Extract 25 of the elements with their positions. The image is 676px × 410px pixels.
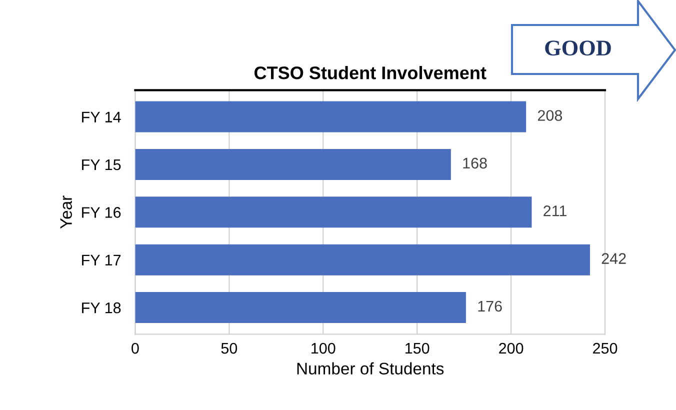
x-tick-label: 200 bbox=[499, 342, 524, 354]
bar bbox=[135, 148, 451, 180]
bar bbox=[135, 244, 590, 276]
x-tick-label: 50 bbox=[221, 342, 238, 354]
bar bbox=[135, 101, 526, 132]
y-tick-label: FY 17 bbox=[82, 254, 121, 266]
x-axis-title: Number of Students bbox=[297, 362, 444, 375]
y-tick-label: FY 18 bbox=[82, 302, 121, 314]
y-tick-label: FY 16 bbox=[82, 207, 121, 218]
text: GOOD bbox=[545, 40, 611, 56]
chart-title: CTSO Student Involvement bbox=[254, 66, 486, 80]
bar bbox=[135, 196, 532, 228]
x-tick-label: 100 bbox=[312, 342, 336, 354]
bar bbox=[135, 292, 466, 324]
data-label: 211 bbox=[544, 205, 566, 216]
x-tick-label: 0 bbox=[132, 342, 139, 354]
x-tick-label: 250 bbox=[593, 342, 618, 354]
y-axis-title: Year bbox=[60, 196, 72, 229]
data-label: 168 bbox=[463, 158, 487, 169]
y-tick-label: FY 15 bbox=[82, 160, 121, 170]
y-tick-label: FY 14 bbox=[82, 112, 121, 122]
data-label: 176 bbox=[478, 300, 502, 312]
data-label: 242 bbox=[602, 253, 626, 264]
data-label: 208 bbox=[538, 110, 562, 121]
x-tick-label: 150 bbox=[406, 342, 430, 354]
